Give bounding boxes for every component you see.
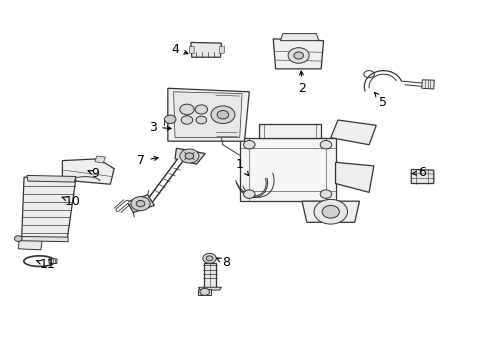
Text: 2: 2	[298, 71, 305, 95]
Polygon shape	[18, 239, 42, 250]
Circle shape	[131, 197, 150, 211]
Polygon shape	[19, 237, 68, 242]
Text: 7: 7	[137, 154, 158, 167]
Polygon shape	[203, 263, 215, 288]
Circle shape	[196, 116, 206, 124]
Circle shape	[136, 201, 144, 207]
Polygon shape	[167, 88, 249, 141]
Text: 11: 11	[36, 258, 55, 271]
Polygon shape	[302, 201, 359, 222]
Polygon shape	[175, 148, 205, 164]
Circle shape	[164, 115, 176, 123]
Polygon shape	[258, 123, 321, 138]
Text: 8: 8	[216, 256, 230, 269]
Circle shape	[203, 253, 216, 263]
Polygon shape	[198, 287, 221, 290]
Circle shape	[184, 153, 193, 159]
Circle shape	[217, 111, 228, 119]
Circle shape	[322, 206, 339, 218]
Polygon shape	[198, 289, 210, 294]
Circle shape	[200, 288, 209, 295]
Polygon shape	[330, 120, 376, 145]
Circle shape	[313, 199, 347, 224]
Circle shape	[320, 140, 331, 149]
Circle shape	[243, 190, 255, 198]
Text: 1: 1	[235, 158, 248, 176]
Polygon shape	[173, 92, 242, 138]
Polygon shape	[335, 162, 373, 192]
Polygon shape	[189, 47, 194, 54]
Polygon shape	[127, 195, 154, 212]
Text: 10: 10	[62, 195, 81, 208]
Text: 9: 9	[88, 167, 99, 180]
Polygon shape	[280, 33, 318, 41]
Text: 4: 4	[171, 43, 187, 56]
Circle shape	[181, 116, 192, 124]
Polygon shape	[27, 175, 76, 182]
Polygon shape	[273, 39, 323, 69]
Text: 6: 6	[411, 166, 425, 179]
Circle shape	[320, 190, 331, 198]
Polygon shape	[421, 80, 433, 89]
Circle shape	[180, 104, 194, 115]
Polygon shape	[49, 259, 57, 264]
Polygon shape	[239, 138, 335, 201]
Circle shape	[195, 105, 207, 114]
Text: 3: 3	[149, 121, 171, 134]
Circle shape	[206, 256, 212, 261]
Text: 5: 5	[374, 93, 386, 109]
Polygon shape	[21, 177, 76, 239]
Circle shape	[243, 140, 255, 149]
Circle shape	[293, 52, 303, 59]
Polygon shape	[62, 159, 114, 184]
Polygon shape	[95, 156, 105, 163]
Circle shape	[287, 48, 308, 63]
Circle shape	[180, 149, 199, 163]
Circle shape	[210, 106, 234, 123]
Polygon shape	[190, 42, 221, 57]
Polygon shape	[219, 46, 224, 54]
Polygon shape	[410, 170, 433, 184]
Circle shape	[15, 236, 22, 242]
